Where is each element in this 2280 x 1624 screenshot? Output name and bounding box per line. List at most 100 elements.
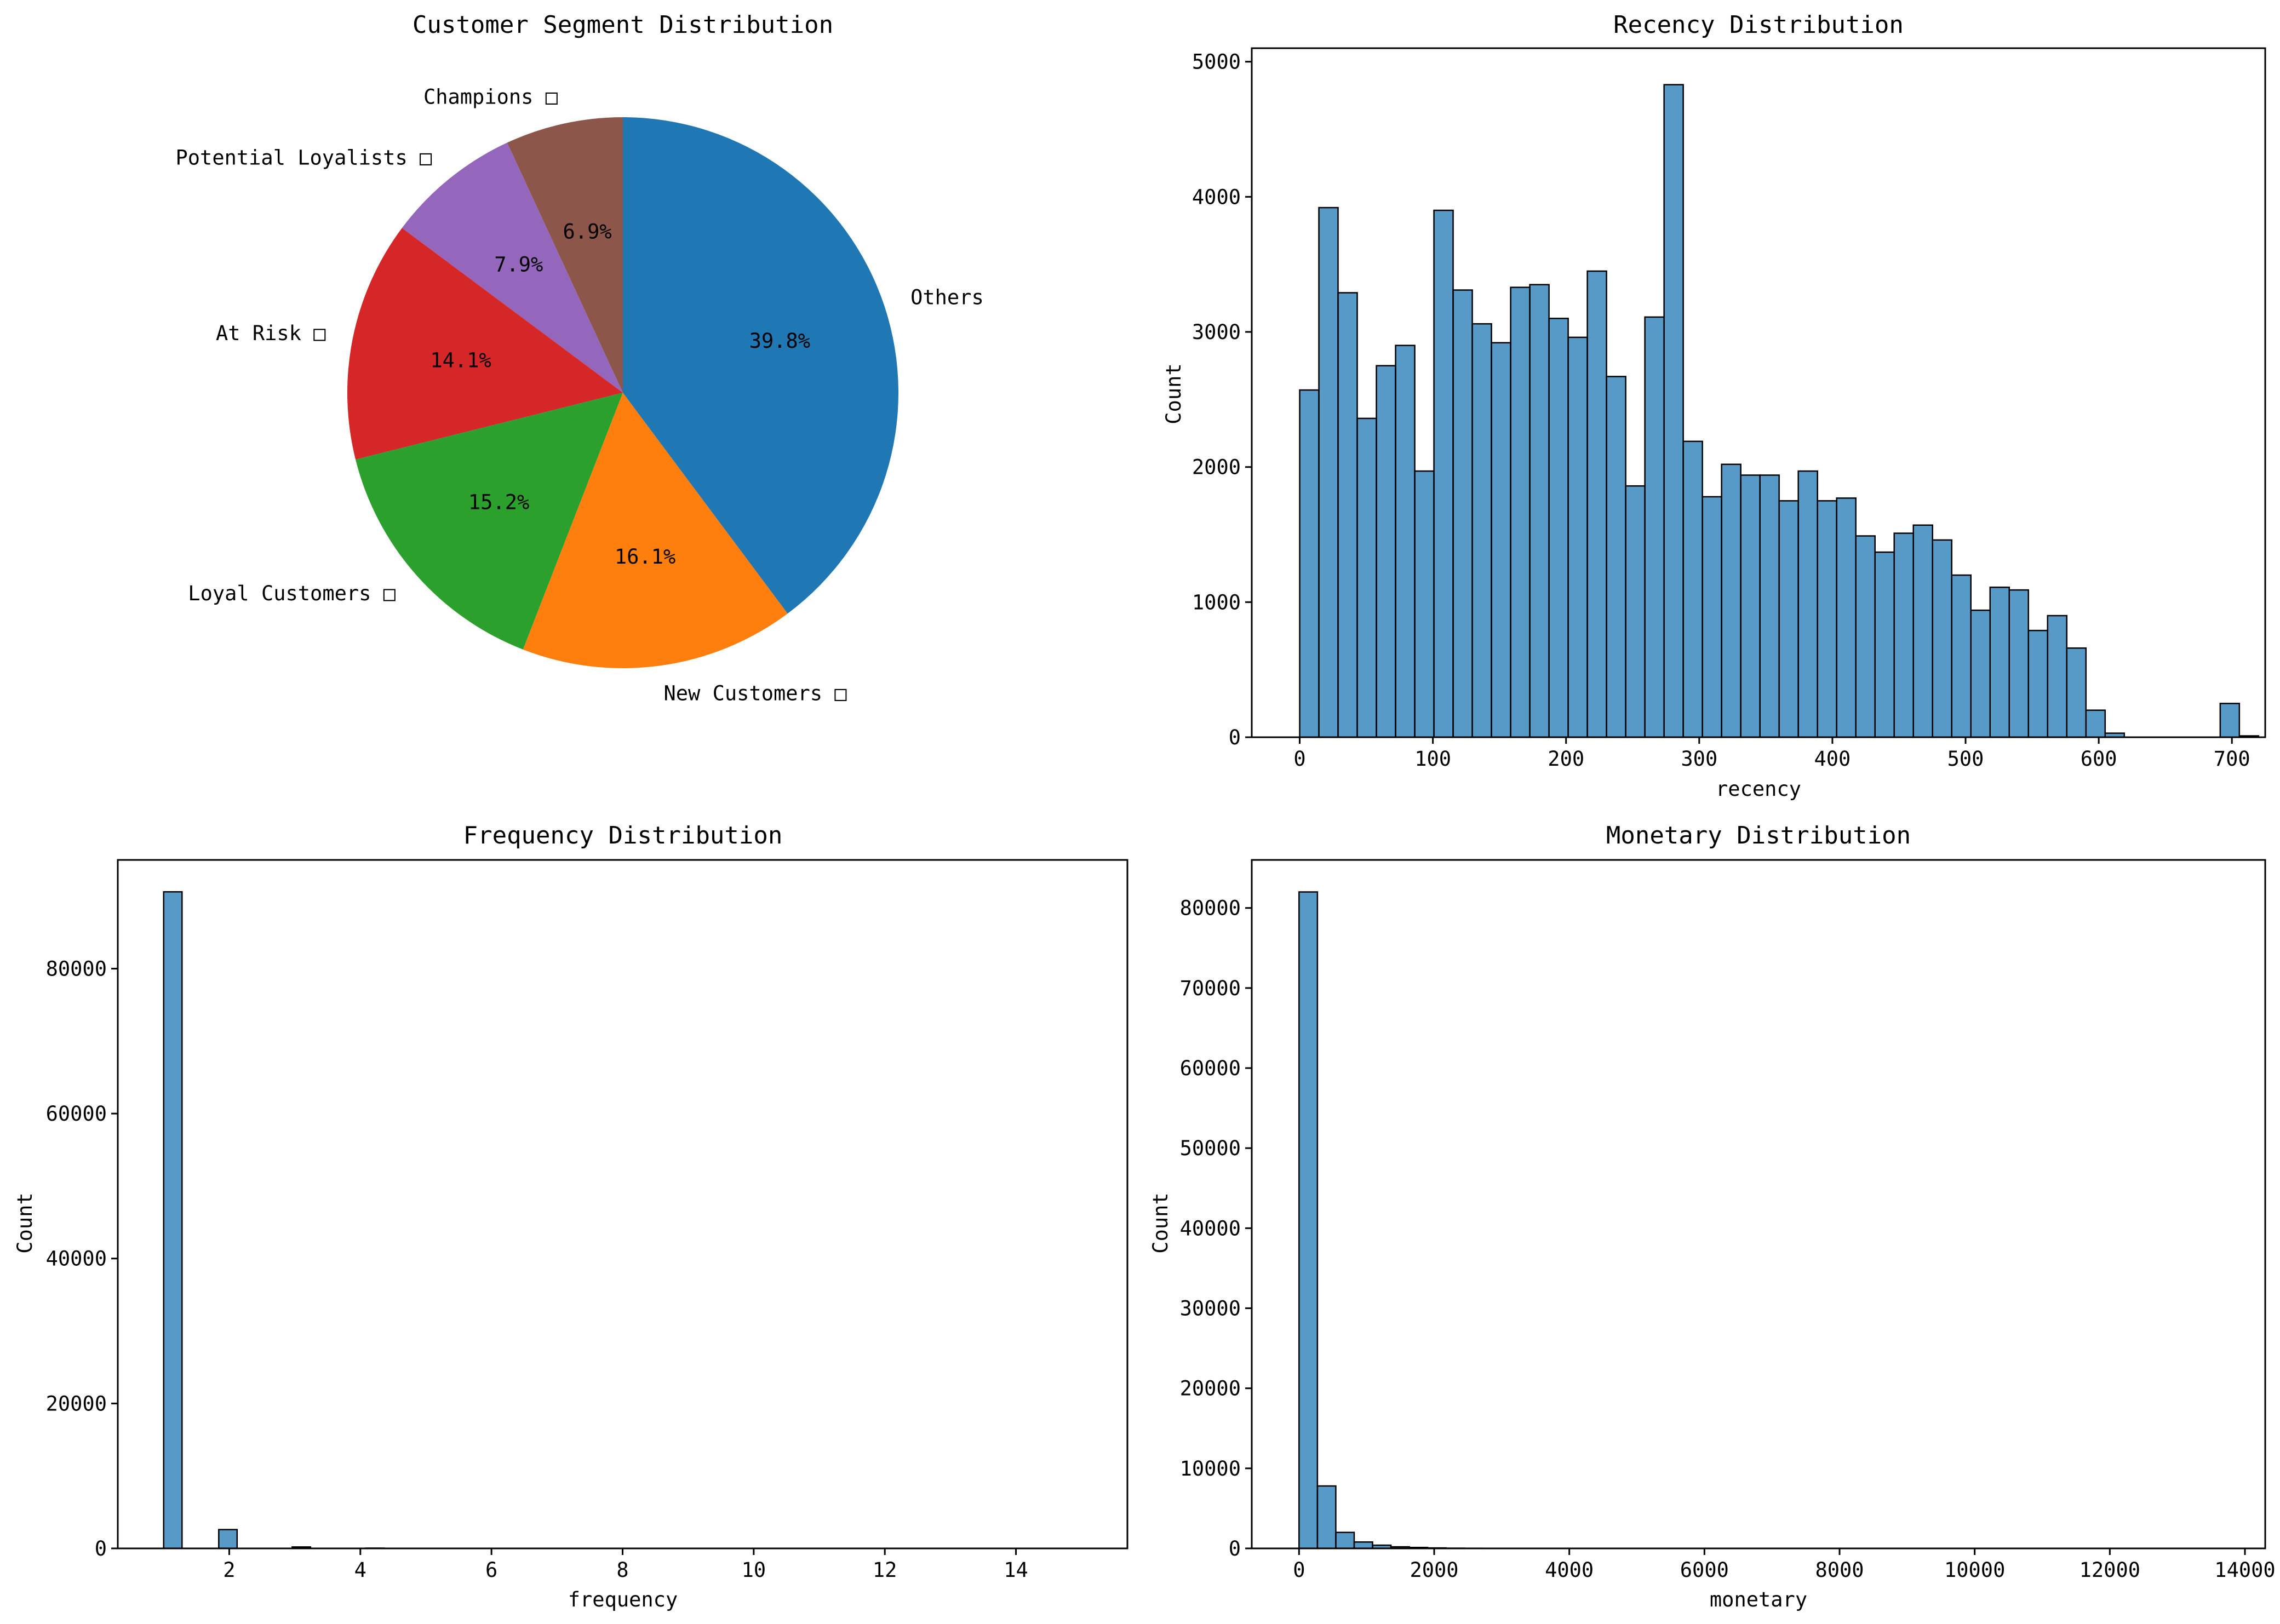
hist-bar xyxy=(1471,323,1492,738)
y-tick-label: 40000 xyxy=(46,1247,107,1271)
y-tick-label: 70000 xyxy=(1180,977,1241,1000)
y-tick-label: 60000 xyxy=(1180,1057,1241,1080)
segment-pie-panel: Customer Segment Distribution 6.9% Champi… xyxy=(176,11,984,705)
monetary-axes-frame xyxy=(1251,859,2266,1550)
x-tick-label: 8000 xyxy=(1815,1558,1864,1582)
monetary-title: Monetary Distribution xyxy=(1606,822,1911,850)
pie-slice xyxy=(523,393,788,668)
x-tick-label: 300 xyxy=(1681,747,1717,771)
y-tick-label: 20000 xyxy=(46,1392,107,1415)
x-tick-label: 2000 xyxy=(1410,1558,1458,1582)
y-tick-label: 1000 xyxy=(1192,590,1241,614)
pie-slice xyxy=(507,117,623,393)
hist-bar xyxy=(1740,474,1761,738)
hist-bar xyxy=(1548,318,1569,738)
hist-bar xyxy=(1491,342,1511,738)
hist-bar xyxy=(1912,524,1933,738)
hist-bar xyxy=(1298,891,1319,1550)
x-tick-label: 100 xyxy=(1414,747,1451,771)
recency-y-ticks: 0 1000 2000 3000 4000 5000 xyxy=(1192,50,1252,749)
hist-bar xyxy=(2047,615,2068,738)
pie-category-label: At Risk □ xyxy=(216,322,326,345)
hist-bar xyxy=(1721,463,1741,738)
hist-bar xyxy=(163,891,183,1550)
hist-bar xyxy=(2085,709,2106,738)
x-tick-label: 10 xyxy=(742,1558,766,1582)
hist-bar xyxy=(1376,365,1396,738)
monetary-xlabel: monetary xyxy=(1710,1588,1807,1611)
pie-category-label: New Customers □ xyxy=(664,681,847,705)
hist-bar xyxy=(1316,1485,1337,1550)
hist-bar xyxy=(1606,376,1626,738)
pie-title: Customer Segment Distribution xyxy=(413,11,833,39)
x-tick-label: 6000 xyxy=(1680,1558,1729,1582)
hist-bar xyxy=(1356,417,1377,738)
y-tick-label: 40000 xyxy=(1180,1216,1241,1240)
y-tick-label: 0 xyxy=(95,1537,107,1560)
x-tick-label: 10000 xyxy=(1944,1558,2005,1582)
x-tick-label: 12 xyxy=(873,1558,897,1582)
hist-bar xyxy=(1989,586,2010,738)
frequency-title: Frequency Distribution xyxy=(463,822,783,850)
y-tick-label: 80000 xyxy=(1180,897,1241,920)
x-tick-label: 2 xyxy=(223,1558,235,1582)
pie-percent-label: 15.2% xyxy=(468,491,529,514)
hist-bar xyxy=(1759,474,1780,738)
recency-bars xyxy=(1299,84,2260,738)
frequency-axes-frame xyxy=(117,859,1128,1550)
y-tick-label: 5000 xyxy=(1192,50,1241,74)
recency-x-ticks: 0 100 200 300 400 500 600 700 xyxy=(1293,737,2250,771)
pie-percent-label: 14.1% xyxy=(430,349,491,372)
hist-bar xyxy=(1855,535,1876,738)
hist-bar xyxy=(2066,647,2087,738)
frequency-y-ticks: 0 20000 40000 60000 80000 xyxy=(46,957,118,1560)
recency-ylabel: Count xyxy=(1162,363,1185,424)
frequency-xlabel: frequency xyxy=(568,1588,678,1611)
hist-bar xyxy=(1586,270,1607,738)
hist-bar xyxy=(1318,206,1339,738)
pie-labels: 6.9% Champions □ 7.9% Potential Loyalists □… xyxy=(176,85,984,705)
recency-hist-panel: Recency Distribution 0 100 200 300 400 500 600… xyxy=(1162,11,2266,801)
hist-bar xyxy=(1567,336,1588,738)
hist-bar xyxy=(218,1529,238,1550)
hist-bar xyxy=(1335,1531,1355,1550)
y-tick-label: 50000 xyxy=(1180,1137,1241,1160)
y-tick-label: 2000 xyxy=(1192,456,1241,479)
pie-category-label: Champions □ xyxy=(423,85,558,109)
hist-bar xyxy=(1836,497,1857,738)
hist-bar xyxy=(1817,500,1837,738)
pie-slice xyxy=(347,228,623,460)
hist-bar xyxy=(1932,539,1952,738)
y-tick-label: 10000 xyxy=(1180,1457,1241,1480)
hist-bar xyxy=(1433,209,1454,738)
x-tick-label: 14 xyxy=(1004,1558,1028,1582)
frequency-bars xyxy=(163,891,660,1550)
y-tick-label: 60000 xyxy=(46,1102,107,1126)
pie-percent-label: 16.1% xyxy=(615,545,675,569)
x-tick-label: 200 xyxy=(1548,747,1584,771)
pie-category-label: Potential Loyalists □ xyxy=(176,146,433,169)
x-tick-label: 8 xyxy=(616,1558,628,1582)
frequency-hist-panel: Frequency Distribution 2 4 6 8 10 12 14 0 20000… xyxy=(13,822,1128,1611)
hist-bar xyxy=(1663,84,1684,738)
monetary-ylabel: Count xyxy=(1149,1192,1172,1253)
x-tick-label: 400 xyxy=(1814,747,1851,771)
y-tick-label: 3000 xyxy=(1192,320,1241,344)
hist-bar xyxy=(1452,289,1473,738)
pie-percent-label: 7.9% xyxy=(494,253,543,277)
frequency-x-ticks: 2 4 6 8 10 12 14 xyxy=(223,1548,1028,1582)
monetary-bars xyxy=(1298,891,1521,1550)
pie-slice xyxy=(623,117,899,614)
x-tick-label: 6 xyxy=(485,1558,497,1582)
pie-percent-label: 6.9% xyxy=(563,220,612,243)
x-tick-label: 12000 xyxy=(2080,1558,2140,1582)
x-tick-label: 0 xyxy=(1293,747,1305,771)
hist-bar xyxy=(1299,389,1320,738)
pie-category-label: Loyal Customers □ xyxy=(188,582,396,605)
hist-bar xyxy=(1778,500,1799,738)
y-tick-label: 4000 xyxy=(1192,185,1241,209)
pie-percent-label: 39.8% xyxy=(749,329,810,353)
hist-bar xyxy=(1682,440,1703,738)
hist-bar xyxy=(1510,286,1531,738)
y-tick-label: 30000 xyxy=(1180,1297,1241,1321)
